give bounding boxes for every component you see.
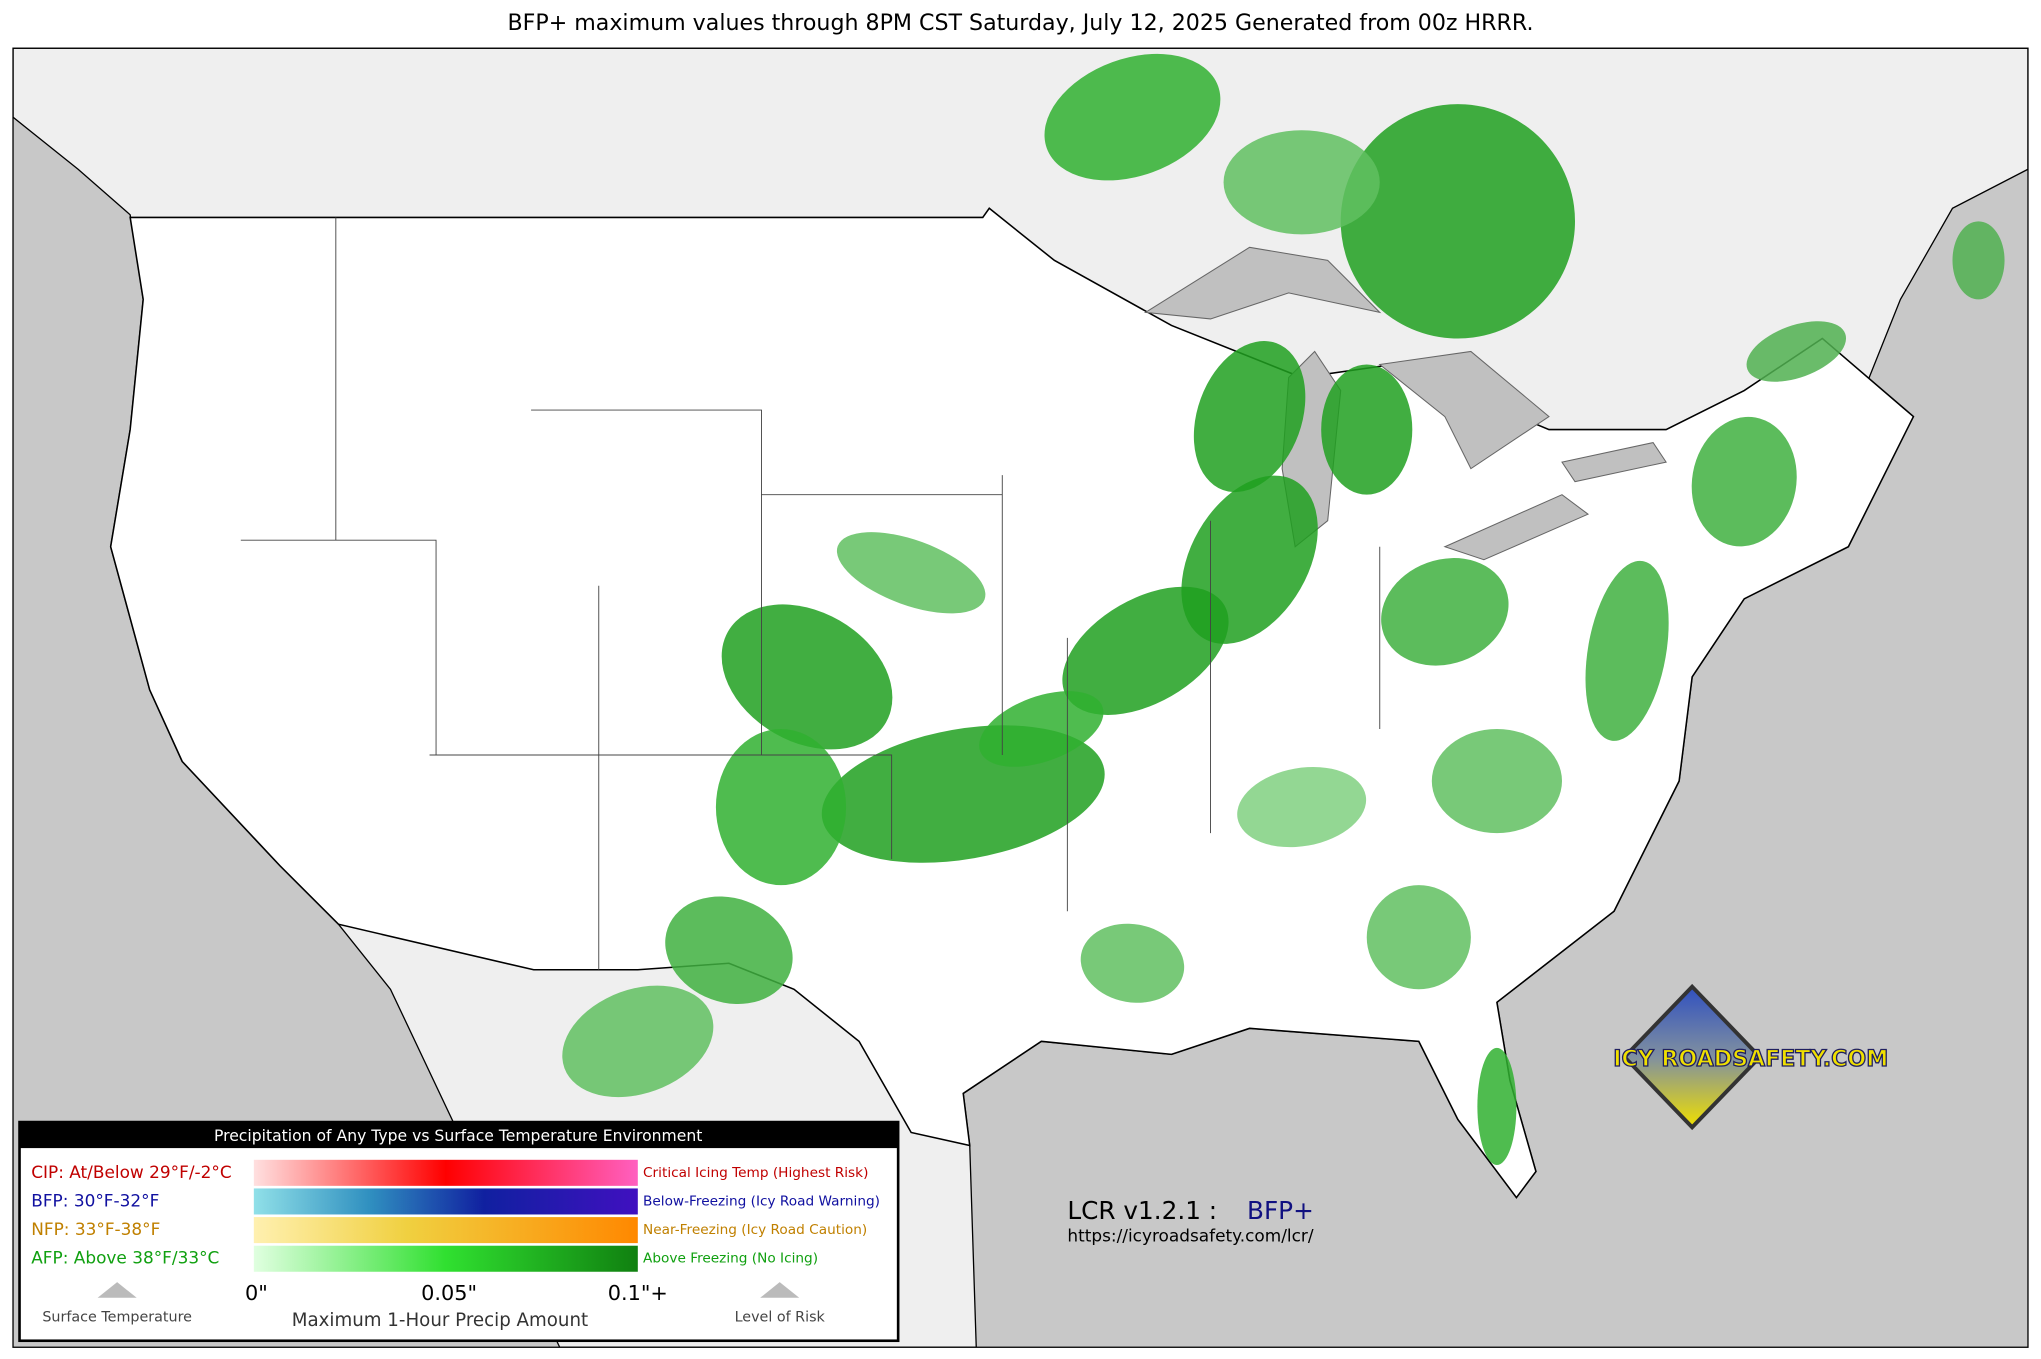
- precip-area: [1691, 416, 1797, 547]
- color-ramp: [253, 1217, 638, 1244]
- product-label: BFP+: [1247, 1196, 1314, 1225]
- scale-label: 0.1"+: [608, 1281, 668, 1305]
- right-arrow: [760, 1282, 800, 1298]
- lake-erie: [1443, 494, 1590, 561]
- precipitation-layer: [562, 53, 2005, 1166]
- legend: Precipitation of Any Type vs Surface Tem…: [18, 1120, 900, 1343]
- row-description: Critical Icing Temp (Highest Risk): [643, 1165, 868, 1181]
- legend-title: Precipitation of Any Type vs Surface Tem…: [214, 1127, 702, 1145]
- row-label: AFP: Above 38°F/33°C: [31, 1248, 219, 1268]
- logo-diamond: [1621, 983, 1763, 1131]
- color-ramp: [253, 1159, 638, 1186]
- logo-text: ICY ROADSAFETY.COM: [1613, 1046, 1888, 1072]
- precip-area: [665, 896, 793, 1004]
- map-title: BFP+ maximum values through 8PM CST Satu…: [507, 10, 1533, 36]
- row-label: NFP: 33°F-38°F: [31, 1219, 160, 1239]
- precip-area: [715, 728, 847, 886]
- logo: ICY ROADSAFETY.COM: [1613, 983, 1889, 1131]
- row-description: Near-Freezing (Icy Road Caution): [643, 1222, 867, 1238]
- precip-area: [1366, 885, 1471, 990]
- precip-area: [1431, 728, 1562, 834]
- precip-area: [1477, 1047, 1517, 1166]
- precip-area: [562, 985, 714, 1098]
- row-description: Above Freezing (No Icing): [643, 1251, 818, 1267]
- precip-area: [1044, 53, 1221, 181]
- precip-area: [1952, 221, 2005, 300]
- precip-area: [1585, 560, 1669, 741]
- precip-area: [1340, 104, 1576, 339]
- level-of-risk-note: Level of Risk: [735, 1309, 826, 1325]
- precip-area: [1080, 923, 1185, 1003]
- left-arrow: [97, 1282, 137, 1298]
- surface-temperature-note: Surface Temperature: [42, 1309, 192, 1325]
- precip-area: [1193, 341, 1306, 493]
- precip-area: [1062, 586, 1229, 715]
- precip-area: [721, 604, 893, 750]
- map-frame: [12, 47, 2029, 1348]
- lake-superior: [1143, 246, 1382, 320]
- precip-area: [1223, 130, 1380, 235]
- row-description: Below-Freezing (Icy Road Warning): [643, 1193, 880, 1209]
- precip-area: [1321, 364, 1413, 495]
- url-label: https://icyroadsafety.com/lcr/: [1067, 1226, 1313, 1246]
- precip-area: [1237, 766, 1367, 848]
- lake-huron: [1378, 350, 1550, 470]
- map-area: [13, 48, 2028, 1348]
- row-label: BFP: 30°F-32°F: [31, 1190, 159, 1210]
- state-lines: [240, 217, 1381, 970]
- precip-area: [1746, 321, 1847, 382]
- legend-rows: CIP: At/Below 29°F/-2°C Critical Icing Te…: [31, 1159, 880, 1272]
- scale-axis-label: Maximum 1-Hour Precip Amount: [292, 1310, 588, 1331]
- row-label: CIP: At/Below 29°F/-2°C: [31, 1162, 231, 1182]
- state-borders: [240, 217, 1381, 970]
- lake-ontario: [1561, 442, 1667, 483]
- precip-area: [836, 532, 986, 614]
- scale-label: 0": [245, 1281, 268, 1305]
- precip-area: [979, 691, 1104, 767]
- color-ramp: [253, 1245, 638, 1272]
- version-label: LCR v1.2.1 :: [1067, 1196, 1217, 1225]
- legend-header: [19, 1122, 899, 1149]
- precip-area: [1381, 558, 1509, 666]
- color-ramp: [253, 1188, 638, 1215]
- scale-label: 0.05": [421, 1281, 477, 1305]
